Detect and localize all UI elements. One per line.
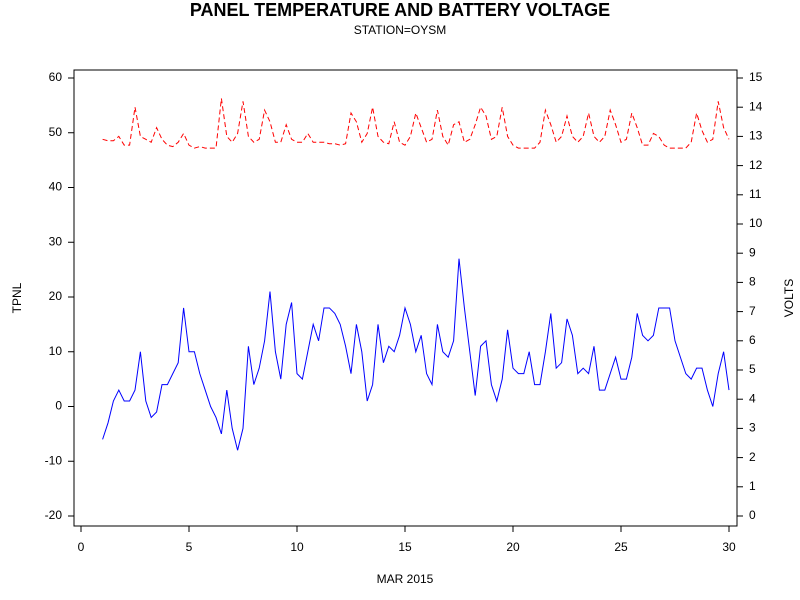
y-tick-label: 60 — [49, 70, 63, 84]
y-tick-label: 20 — [49, 289, 63, 303]
plot-frame — [73, 69, 738, 527]
y2-tick-label: 13 — [749, 129, 763, 143]
y2-tick-label: 1 — [749, 479, 756, 493]
y-axis-label: TPNL — [10, 282, 24, 313]
y2-tick-label: 6 — [749, 333, 756, 347]
y2-tick-label: 10 — [749, 216, 763, 230]
x-axis-label: MAR 2015 — [377, 572, 434, 586]
y2-tick-label: 0 — [749, 508, 756, 522]
y-tick-label: 0 — [55, 399, 62, 413]
chart-subtitle: STATION=OYSM — [354, 23, 447, 37]
x-tick-label: 30 — [722, 540, 736, 554]
y2-tick-label: 15 — [749, 70, 763, 84]
y-tick-label: 30 — [49, 234, 63, 248]
y2-tick-label: 3 — [749, 421, 756, 435]
x-tick-label: 5 — [186, 540, 193, 554]
y-tick-label: 40 — [49, 180, 63, 194]
y-tick-label: -10 — [45, 453, 63, 467]
y-tick-label: 50 — [49, 125, 63, 139]
y2-tick-label: 9 — [749, 245, 756, 259]
y2-axis-label: VOLTS — [782, 279, 796, 317]
chart-title: PANEL TEMPERATURE AND BATTERY VOLTAGE — [190, 0, 610, 20]
series-line — [102, 258, 730, 451]
x-tick-label: 0 — [78, 540, 85, 554]
y2-tick-label: 14 — [749, 99, 763, 113]
y2-tick-label: 2 — [749, 450, 756, 464]
y2-tick-label: 8 — [749, 275, 756, 289]
y2-tick-label: 7 — [749, 304, 756, 318]
x-tick-label: 20 — [506, 540, 520, 554]
y-tick-label: 10 — [49, 344, 63, 358]
x-tick-label: 10 — [290, 540, 304, 554]
y2-tick-label: 12 — [749, 158, 763, 172]
y2-tick-label: 5 — [749, 362, 756, 376]
y-tick-label: -20 — [45, 508, 63, 522]
x-tick-label: 15 — [398, 540, 412, 554]
series-line — [102, 98, 730, 149]
y2-tick-label: 4 — [749, 391, 756, 405]
y2-tick-label: 11 — [749, 187, 762, 201]
x-tick-label: 25 — [614, 540, 628, 554]
